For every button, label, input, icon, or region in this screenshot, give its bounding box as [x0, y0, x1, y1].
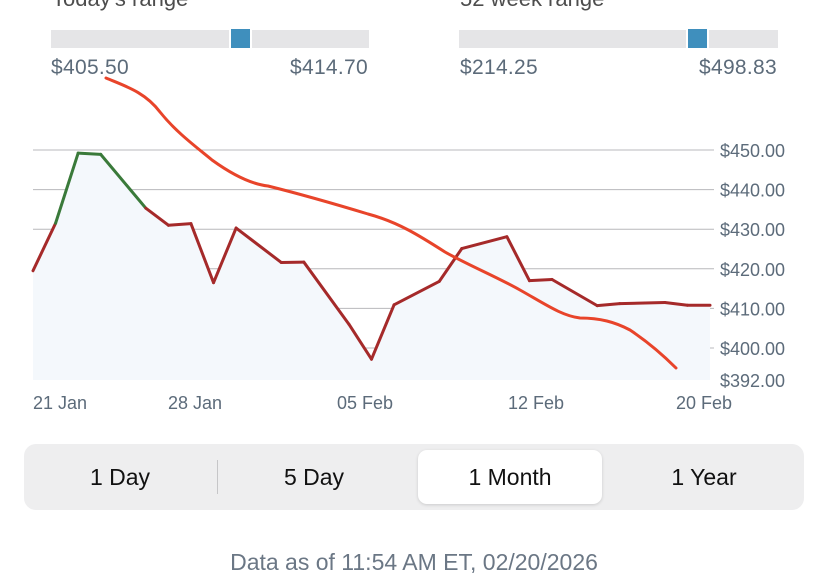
price-line-segment — [527, 277, 554, 283]
price-line-segment — [618, 300, 667, 306]
y-axis-labels: $450.00 $440.00 $430.00 $420.00 $410.00 $400.… — [720, 141, 785, 391]
price-chart: $450.00 $440.00 $430.00 $420.00 $410.00 $400.… — [31, 76, 785, 413]
price-line — [31, 151, 712, 361]
price-line-segment — [550, 277, 599, 308]
52-week-range-low: $214.25 — [460, 56, 539, 79]
price-line-segment — [347, 322, 373, 361]
price-line-segment — [595, 302, 622, 308]
price-line-segment — [144, 206, 170, 227]
y-tick-label: $392.00 — [720, 371, 785, 391]
price-line-segment — [460, 235, 509, 251]
price-line-segment — [166, 222, 193, 227]
data-timestamp: Data as of 11:54 AM ET, 02/20/2026 — [230, 549, 598, 575]
y-tick-label: $440.00 — [720, 181, 785, 201]
y-tick-label: $400.00 — [720, 339, 785, 359]
todays-range-high: $414.70 — [289, 56, 368, 79]
tab-1-year[interactable]: 1 Year — [671, 464, 737, 490]
price-line-segment — [663, 300, 689, 307]
price-line-segment — [99, 152, 148, 210]
todays-range-title: Today's range — [52, 0, 188, 12]
price-line-segment — [234, 226, 283, 264]
hand-drawn-trendline — [104, 76, 678, 370]
52-week-range-marker — [685, 27, 709, 50]
price-line-segment — [392, 279, 441, 307]
price-area-fill — [33, 153, 710, 380]
price-line-segment — [76, 151, 103, 156]
segment-divider — [217, 460, 218, 494]
x-tick-label: 12 Feb — [508, 393, 564, 413]
price-line-segment — [370, 303, 396, 361]
x-axis-labels: 21 Jan 28 Jan 05 Feb 12 Feb 20 Feb — [33, 393, 732, 413]
todays-range-low: $405.50 — [51, 56, 130, 79]
tab-1-day[interactable]: 1 Day — [89, 464, 151, 490]
52-week-range-high: $498.83 — [698, 56, 777, 79]
price-line-segment — [302, 260, 351, 326]
timeframe-selector: 1 Day 5 Day 1 Month 1 Year — [24, 444, 804, 510]
x-tick-label: 28 Jan — [168, 393, 222, 413]
y-tick-label: $450.00 — [720, 141, 785, 161]
price-line-segment — [437, 247, 464, 283]
y-tick-label: $420.00 — [720, 260, 785, 280]
price-line-segment — [505, 235, 531, 283]
price-line-segment — [31, 221, 58, 273]
x-tick-label: 21 Jan — [33, 393, 87, 413]
52-week-range-title: 52 week range — [460, 0, 604, 12]
trendline-stroke — [104, 76, 678, 370]
x-tick-label: 20 Feb — [676, 393, 732, 413]
price-line-segment — [212, 226, 238, 285]
x-tick-label: 05 Feb — [337, 393, 393, 413]
price-line-segment — [189, 222, 216, 285]
y-tick-label: $430.00 — [720, 220, 785, 240]
todays-range-track — [51, 30, 369, 48]
y-tick-label: $410.00 — [720, 299, 785, 319]
tab-5-day[interactable]: 5 Day — [283, 464, 345, 490]
todays-range-marker — [229, 27, 253, 50]
price-line-segment — [54, 151, 80, 225]
tab-1-month[interactable]: 1 Month — [418, 450, 602, 504]
